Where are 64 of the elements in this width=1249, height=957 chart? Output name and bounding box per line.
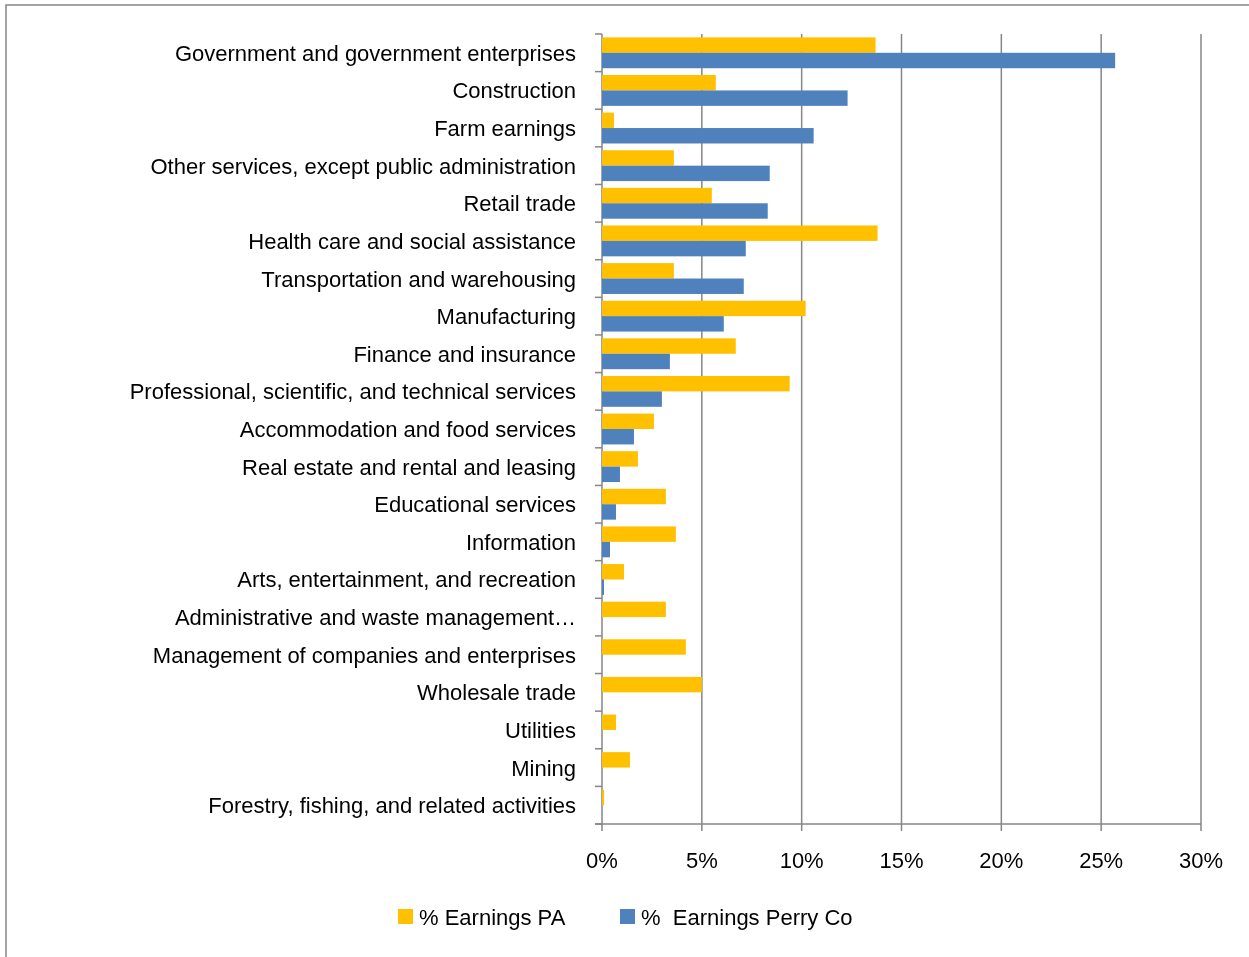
bar <box>602 75 716 91</box>
bar <box>602 353 670 370</box>
legend-label: % Earnings PA <box>419 905 566 930</box>
bar <box>602 240 746 257</box>
y-tick-label: Construction <box>452 78 576 104</box>
y-tick-label: Educational services <box>374 492 576 518</box>
bar <box>602 203 768 219</box>
y-tick-label: Transportation and warehousing <box>261 266 576 292</box>
x-tick-label: 20% <box>979 848 1024 873</box>
bar <box>602 187 712 204</box>
y-tick-label: Professional, scientific, and technical services <box>129 379 576 405</box>
y-tick-label: Administrative and waste management… <box>174 605 576 631</box>
bar <box>602 714 616 730</box>
bar <box>602 165 770 182</box>
bar <box>602 150 674 166</box>
y-tick-label: Accommodation and food services <box>239 417 576 442</box>
bar <box>602 300 806 317</box>
bar <box>602 488 666 505</box>
x-tick-label: 0% <box>586 848 618 873</box>
y-tick-label: Arts, entertainment, and recreation <box>237 567 576 593</box>
bar <box>602 112 614 129</box>
bar <box>602 413 654 429</box>
bar <box>602 601 666 618</box>
bar <box>602 564 624 580</box>
y-tick-label: Utilities <box>505 717 576 743</box>
x-tick-label: 10% <box>779 848 824 873</box>
y-tick-label: Health care and social assistance <box>248 228 576 254</box>
bar <box>602 451 638 467</box>
legend-label: % Earnings Perry Co <box>641 905 853 930</box>
bar <box>602 541 610 558</box>
bar <box>602 526 676 542</box>
bar <box>602 504 616 520</box>
y-tick-label: Manufacturing <box>436 304 576 330</box>
bar <box>602 639 686 655</box>
bar <box>602 676 702 693</box>
x-tick-label: 30% <box>1178 848 1224 873</box>
y-tick-label: Management of companies and enterprises <box>152 642 576 668</box>
y-tick-label: Forestry, fishing, and related activities <box>208 793 576 819</box>
bar <box>602 52 1116 69</box>
y-tick-label: Real estate and rental and leasing <box>242 454 576 480</box>
y-tick-label: Wholesale trade <box>417 680 576 706</box>
y-tick-label: Information <box>465 529 576 555</box>
y-tick-label: Retail trade <box>463 191 576 217</box>
bar <box>602 225 878 241</box>
x-tick-label: 15% <box>879 848 924 873</box>
bar <box>602 752 630 768</box>
bar <box>602 90 848 106</box>
bar <box>602 128 814 144</box>
bar <box>602 466 620 483</box>
bar <box>602 429 634 445</box>
y-tick-label: Mining <box>511 755 576 781</box>
y-tick-label: Farm earnings <box>434 116 576 142</box>
x-tick-label: 5% <box>685 848 718 873</box>
x-tick-label: 25% <box>1079 848 1124 873</box>
y-tick-label: Finance and insurance <box>353 341 576 367</box>
bar <box>602 338 736 354</box>
bar <box>602 375 790 392</box>
bar <box>602 391 662 407</box>
bar <box>602 37 876 53</box>
y-tick-label: Government and government enterprises <box>174 40 576 66</box>
y-tick-label: Other services, except public administration <box>150 153 576 179</box>
bar <box>602 316 724 332</box>
bar <box>602 278 744 294</box>
bar <box>602 263 674 279</box>
